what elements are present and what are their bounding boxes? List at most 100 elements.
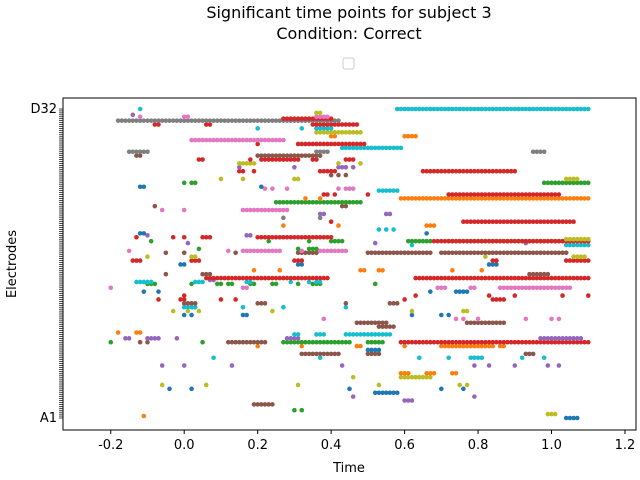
scatter-point bbox=[189, 258, 194, 263]
scatter-point bbox=[288, 234, 294, 240]
scatter-point bbox=[266, 207, 271, 213]
scatter-point bbox=[501, 297, 507, 302]
scatter-point bbox=[468, 275, 474, 281]
scatter-point bbox=[185, 118, 191, 123]
scatter-point bbox=[332, 199, 338, 205]
scatter-point bbox=[325, 130, 330, 135]
scatter-point bbox=[516, 250, 521, 256]
scatter-point bbox=[545, 238, 551, 244]
scatter-point bbox=[567, 336, 573, 341]
scatter-point bbox=[189, 386, 194, 392]
scatter-point bbox=[214, 137, 220, 143]
scatter-point bbox=[347, 386, 352, 392]
scatter-point bbox=[314, 122, 319, 127]
scatter-point bbox=[571, 176, 576, 182]
scatter-point bbox=[585, 236, 591, 242]
scatter-point bbox=[189, 312, 194, 318]
scatter-point bbox=[310, 351, 316, 357]
scatter-point bbox=[145, 118, 150, 123]
scatter-point bbox=[137, 118, 143, 123]
scatter-point bbox=[563, 106, 569, 112]
scatter-point bbox=[457, 275, 462, 281]
scatter-point bbox=[137, 330, 143, 335]
x-axis-label: Time bbox=[332, 461, 365, 476]
scatter-point bbox=[134, 258, 139, 263]
scatter-point bbox=[376, 145, 382, 151]
scatter-point bbox=[137, 149, 143, 155]
scatter-point bbox=[273, 275, 279, 281]
scatter-point bbox=[273, 199, 279, 205]
scatter-point bbox=[259, 339, 264, 345]
scatter-point bbox=[453, 289, 459, 294]
scatter-point bbox=[552, 106, 558, 112]
scatter-point bbox=[497, 250, 503, 256]
scatter-point bbox=[369, 145, 374, 151]
scatter-point bbox=[358, 332, 363, 337]
scatter-point bbox=[266, 157, 271, 162]
scatter-point bbox=[181, 297, 187, 302]
scatter-point bbox=[494, 106, 499, 112]
scatter-point bbox=[299, 343, 305, 349]
scatter-point bbox=[398, 339, 404, 345]
scatter-point bbox=[413, 238, 418, 244]
scatter-point bbox=[582, 339, 587, 345]
scatter-point bbox=[571, 180, 576, 186]
scatter-point bbox=[552, 196, 558, 201]
scatter-point bbox=[453, 238, 459, 244]
scatter-point bbox=[446, 339, 451, 345]
scatter-point bbox=[549, 106, 554, 112]
scatter-point bbox=[530, 285, 536, 291]
scatter-point bbox=[479, 355, 485, 361]
scatter-point bbox=[494, 275, 499, 281]
scatter-point bbox=[446, 192, 451, 197]
scatter-point bbox=[306, 238, 312, 244]
scatter-point bbox=[527, 192, 532, 197]
scatter-point bbox=[365, 192, 371, 197]
scatter-point bbox=[369, 250, 374, 256]
scatter-point bbox=[343, 332, 349, 337]
scatter-point bbox=[549, 250, 554, 256]
scatter-point bbox=[369, 351, 374, 357]
scatter-point bbox=[486, 238, 492, 244]
scatter-point bbox=[292, 199, 297, 205]
scatter-point bbox=[563, 339, 569, 345]
scatter-point bbox=[394, 250, 400, 256]
scatter-point bbox=[189, 118, 194, 123]
scatter-point bbox=[560, 196, 565, 201]
scatter-point bbox=[405, 339, 411, 345]
scatter-point bbox=[314, 339, 319, 345]
scatter-point bbox=[214, 281, 220, 287]
scatter-point bbox=[225, 281, 231, 287]
scatter-point bbox=[519, 238, 525, 244]
scatter-point bbox=[457, 192, 462, 197]
scatter-point bbox=[582, 275, 587, 281]
scatter-point bbox=[530, 250, 536, 256]
scatter-point bbox=[259, 301, 264, 306]
scatter-point bbox=[475, 355, 481, 361]
scatter-point bbox=[483, 254, 488, 259]
scatter-point bbox=[189, 281, 194, 287]
scatter-point bbox=[354, 199, 360, 205]
scatter-point bbox=[571, 415, 576, 421]
scatter-point bbox=[115, 330, 121, 335]
scatter-point bbox=[416, 355, 422, 361]
scatter-point bbox=[237, 165, 242, 170]
scatter-point bbox=[475, 219, 481, 225]
scatter-point bbox=[281, 207, 286, 213]
scatter-point bbox=[494, 250, 499, 256]
scatter-point bbox=[130, 112, 136, 118]
scatter-point bbox=[530, 275, 536, 281]
scatter-point bbox=[185, 240, 191, 246]
scatter-point bbox=[402, 343, 407, 349]
scatter-point bbox=[486, 219, 492, 225]
scatter-point bbox=[159, 382, 165, 388]
scatter-point bbox=[277, 199, 283, 205]
scatter-point bbox=[582, 254, 587, 259]
scatter-point bbox=[431, 238, 437, 244]
plot-frame bbox=[62, 97, 637, 431]
scatter-point bbox=[262, 339, 268, 345]
scatter-point bbox=[281, 157, 286, 162]
scatter-point bbox=[141, 184, 147, 190]
scatter-point bbox=[207, 137, 213, 143]
scatter-point bbox=[295, 153, 301, 158]
